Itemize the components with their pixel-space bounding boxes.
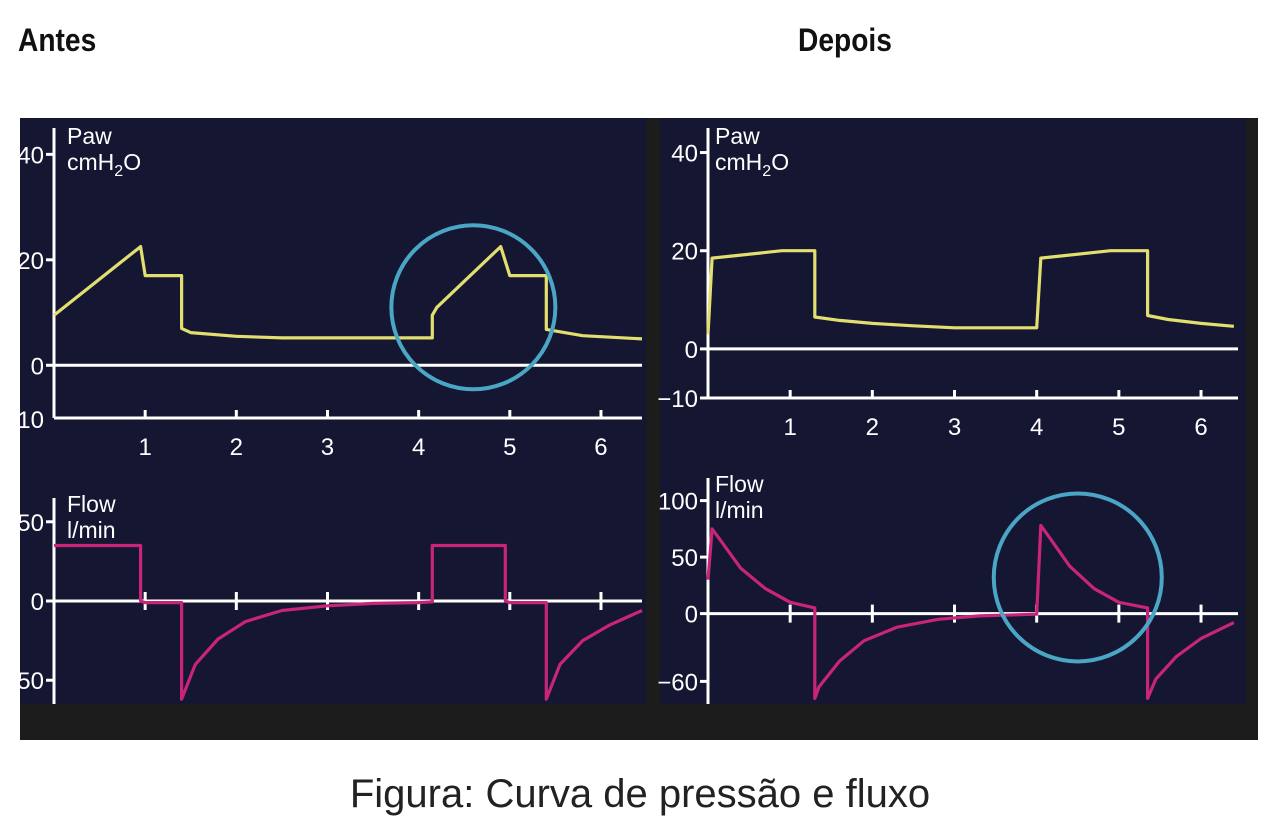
antes-paw-xtick-label-1: 2 <box>230 434 243 461</box>
antes-flow-ytick-label-0: 50 <box>20 510 44 537</box>
depois-paw-ytick-label-3: −10 <box>657 386 698 413</box>
antes-paw-xtick-label-2: 3 <box>321 434 334 461</box>
antes-flow-curve-0 <box>54 543 643 701</box>
antes-flow-ylabel-line2: l/min <box>67 517 116 543</box>
depois-paw-xtick-label-3: 4 <box>1030 414 1043 441</box>
depois-paw-ylabel-line1: Paw <box>715 123 760 149</box>
antes-flow-ylabel-line1: Flow <box>67 491 116 517</box>
antes-flow-ytick-label-2: 50 <box>20 668 44 695</box>
antes-paw-ylabel-line2: cmH2O <box>67 149 141 180</box>
antes-flow-ytick-label-1: 0 <box>31 589 44 616</box>
antes-paw-ytick-label-1: 20 <box>20 248 44 275</box>
depois-paw-ylabel-line2: cmH2O <box>715 149 789 180</box>
depois-flow-ytick-label-2: 0 <box>685 602 698 629</box>
antes-paw-xtick-label-5: 6 <box>594 434 607 461</box>
depois-paw-ytick-label-0: 40 <box>671 141 698 168</box>
depois-paw-xtick-label-2: 3 <box>948 414 961 441</box>
antes-paw-ytick-label-2: 0 <box>31 353 44 380</box>
depois-paw-curve-0 <box>706 249 1235 335</box>
antes-paw-ytick-label-0: 40 <box>20 142 44 169</box>
depois-flow-ytick-label-3: −60 <box>657 669 698 696</box>
heading-antes: Antes <box>18 22 97 58</box>
depois-paw-xtick-label-1: 2 <box>866 414 879 441</box>
antes-paw-ylow-label: 10 <box>20 407 44 434</box>
depois-flow-ytick-label-0: 100 <box>658 489 698 516</box>
depois-paw-ytick-label-1: 20 <box>671 239 698 266</box>
depois-paw-xtick-label-4: 5 <box>1112 414 1125 441</box>
antes-paw-highlight-circle <box>389 223 558 392</box>
depois-paw-ytick-label-2: 0 <box>685 337 698 364</box>
figure-caption: Figura: Curva de pressão e fluxo <box>349 772 931 816</box>
depois-flow-ylabel-line1: Flow <box>715 471 764 497</box>
antes-paw-curve-0 <box>53 245 643 341</box>
depois-paw-xtick-label-0: 1 <box>783 414 796 441</box>
antes-paw-xtick-label-3: 4 <box>412 434 425 461</box>
depois-flow-curve-0 <box>706 523 1235 701</box>
panel-depois <box>660 118 1246 704</box>
heading-depois: Depois <box>798 22 892 58</box>
panel-antes <box>20 118 646 704</box>
depois-flow-ytick-label-1: 50 <box>671 545 698 572</box>
depois-flow-highlight-circle <box>991 491 1164 664</box>
antes-paw-xtick-label-0: 1 <box>138 434 151 461</box>
depois-flow-ylabel-line2: l/min <box>715 497 764 523</box>
antes-paw-xtick-label-4: 5 <box>503 434 516 461</box>
antes-paw-ylabel-line1: Paw <box>67 123 112 149</box>
depois-paw-xtick-label-5: 6 <box>1194 414 1207 441</box>
